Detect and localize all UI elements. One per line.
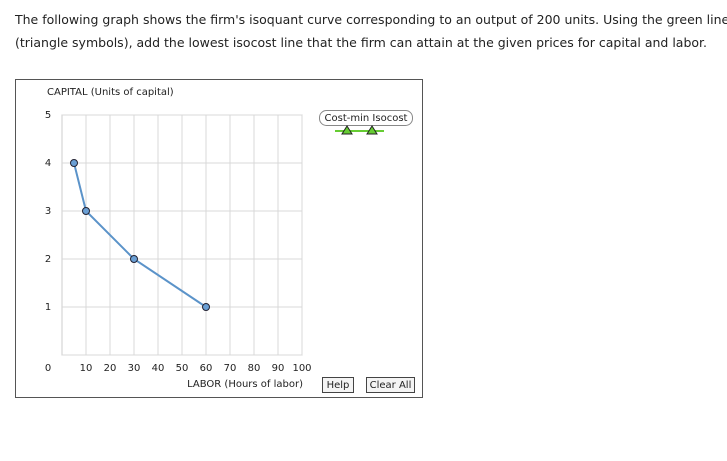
x-tick-label: 90: [272, 363, 285, 374]
y-tick-label: 2: [45, 254, 51, 265]
isocost-tool-triangle[interactable]: [341, 125, 353, 135]
question-text: The following graph shows the firm's iso…: [15, 12, 727, 27]
y-tick-label: 1: [45, 302, 51, 313]
help-button[interactable]: Help: [322, 377, 354, 393]
y-axis-label: CAPITAL (Units of capital): [47, 87, 174, 98]
isoquant-point: [70, 159, 78, 167]
x-tick-label: 40: [152, 363, 165, 374]
x-tick-label: 100: [292, 363, 311, 374]
x-tick-label: 20: [104, 363, 117, 374]
x-tick-label: 50: [176, 363, 189, 374]
question-text: (triangle symbols), add the lowest isoco…: [15, 35, 707, 50]
isocost-tool-label[interactable]: Cost-min Isocost: [325, 113, 408, 124]
x-tick-label: 70: [224, 363, 237, 374]
isocost-tool-triangle[interactable]: [366, 125, 378, 135]
y-tick-label: 5: [45, 110, 51, 121]
x-axis-label: LABOR (Hours of labor): [187, 379, 303, 390]
x-tick-label: 10: [80, 363, 93, 374]
help-button-label[interactable]: Help: [327, 380, 350, 391]
isocost-tool-box[interactable]: [319, 110, 413, 126]
clear-button-label[interactable]: Clear All: [370, 380, 412, 391]
isoquant-point: [82, 207, 90, 215]
x-tick-label: 60: [200, 363, 213, 374]
y-tick-label: 0: [45, 363, 51, 374]
x-tick-label: 30: [128, 363, 141, 374]
isoquant-point: [130, 255, 138, 263]
isoquant-point: [202, 303, 210, 311]
y-tick-label: 3: [45, 206, 51, 217]
clear-button[interactable]: Clear All: [366, 377, 415, 393]
x-tick-label: 80: [248, 363, 261, 374]
isoquant-line: [73, 162, 207, 308]
y-tick-label: 4: [45, 158, 51, 169]
